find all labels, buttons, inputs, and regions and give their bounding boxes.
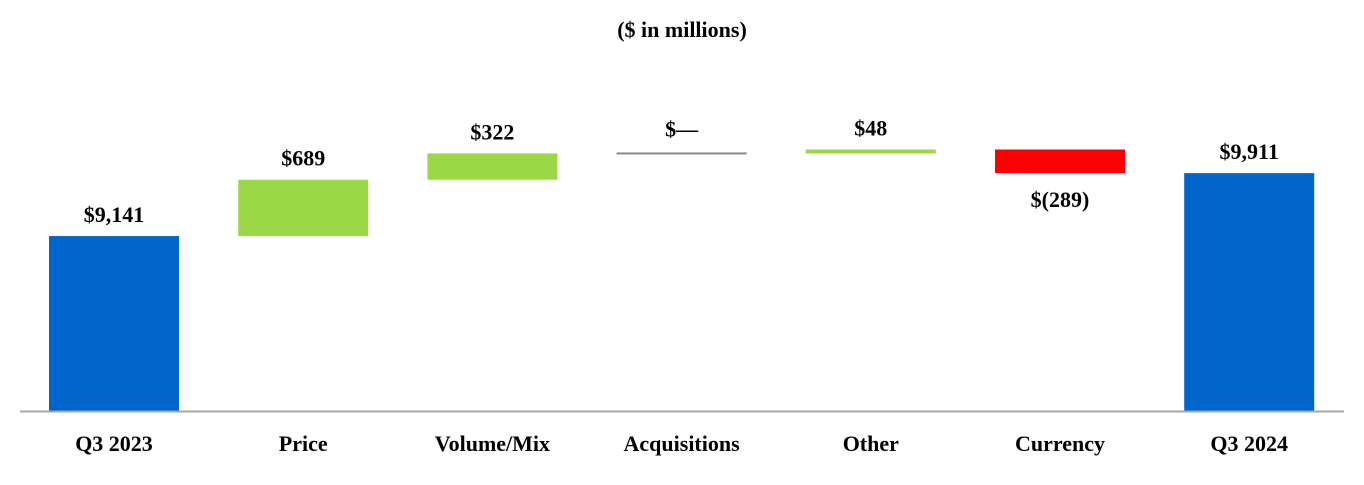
category-label: Volume/Mix <box>435 431 550 456</box>
category-label: Acquisitions <box>624 431 741 456</box>
chart-title: ($ in millions) <box>617 17 747 42</box>
value-label: $9,141 <box>84 202 145 227</box>
category-label: Q3 2024 <box>1210 431 1288 456</box>
value-label: $— <box>665 116 699 141</box>
value-label: $48 <box>854 116 887 141</box>
bar-volume-mix <box>427 153 558 180</box>
bar-acquisitions <box>616 152 747 155</box>
category-labels: Q3 2023 Price Volume/Mix Acquisitions Other C… <box>75 431 1288 456</box>
value-label: $(289) <box>1031 187 1090 212</box>
category-label: Price <box>279 431 328 456</box>
bar-price <box>238 179 369 237</box>
value-label: $689 <box>281 146 325 171</box>
category-label: Currency <box>1015 431 1105 456</box>
value-label: $322 <box>470 119 514 144</box>
category-label: Q3 2023 <box>75 431 153 456</box>
bars <box>49 149 1315 411</box>
bar-currency <box>995 149 1125 174</box>
category-label: Other <box>843 431 899 456</box>
bar-other <box>805 149 936 154</box>
value-labels: $9,141 $689 $322 $— $48 $(289) $9,911 <box>84 116 1279 228</box>
bar-q3-2024 <box>1184 173 1315 411</box>
bar-q3-2023 <box>49 236 179 411</box>
value-label: $9,911 <box>1220 139 1279 164</box>
